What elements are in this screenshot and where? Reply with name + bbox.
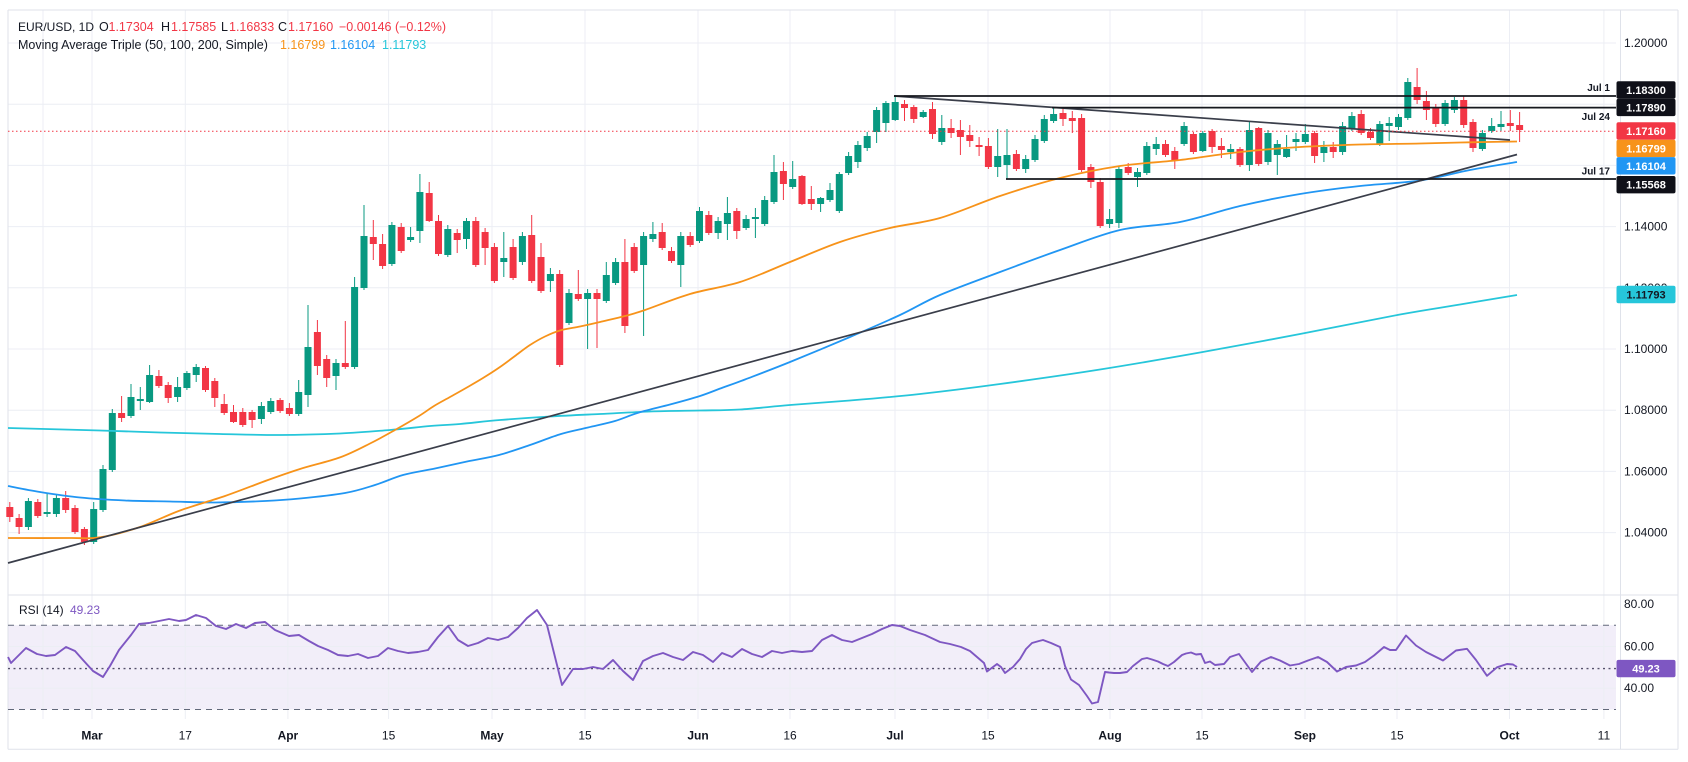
svg-text:1.16799: 1.16799 bbox=[1626, 143, 1666, 155]
svg-text:−0.00146 (−0.12%): −0.00146 (−0.12%) bbox=[339, 20, 446, 34]
svg-text:1.16104: 1.16104 bbox=[1626, 161, 1667, 173]
svg-text:Jun: Jun bbox=[687, 729, 708, 743]
svg-text:Oct: Oct bbox=[1499, 729, 1519, 743]
svg-text:1.10000: 1.10000 bbox=[1624, 342, 1668, 356]
svg-text:49.23: 49.23 bbox=[1632, 664, 1660, 676]
svg-text:Jul: Jul bbox=[886, 729, 903, 743]
svg-text:Moving Average Triple (50, 100: Moving Average Triple (50, 100, 200, Sim… bbox=[18, 38, 268, 52]
svg-text:1.17160: 1.17160 bbox=[288, 20, 333, 34]
svg-text:60.00: 60.00 bbox=[1624, 640, 1654, 654]
svg-text:15: 15 bbox=[382, 729, 396, 743]
svg-text:Jul 24: Jul 24 bbox=[1582, 112, 1611, 123]
svg-text:H: H bbox=[161, 20, 170, 34]
svg-text:15: 15 bbox=[981, 729, 995, 743]
svg-text:80.00: 80.00 bbox=[1624, 597, 1654, 611]
svg-text:1.15568: 1.15568 bbox=[1626, 180, 1666, 192]
svg-text:49.23: 49.23 bbox=[70, 603, 100, 617]
svg-text:C: C bbox=[278, 20, 287, 34]
svg-text:1.18300: 1.18300 bbox=[1626, 85, 1666, 97]
svg-text:15: 15 bbox=[578, 729, 592, 743]
svg-text:1.16833: 1.16833 bbox=[229, 20, 274, 34]
svg-text:1.08000: 1.08000 bbox=[1624, 403, 1668, 417]
svg-text:1.14000: 1.14000 bbox=[1624, 220, 1668, 234]
svg-text:1.17304: 1.17304 bbox=[109, 20, 154, 34]
svg-text:1.16799: 1.16799 bbox=[280, 38, 325, 52]
svg-text:Mar: Mar bbox=[81, 729, 103, 743]
svg-text:Jul 17: Jul 17 bbox=[1582, 167, 1611, 178]
svg-text:EUR/USD, 1D: EUR/USD, 1D bbox=[18, 20, 94, 34]
svg-text:40.00: 40.00 bbox=[1624, 681, 1654, 695]
svg-text:May: May bbox=[480, 729, 504, 743]
svg-text:Jul 1: Jul 1 bbox=[1587, 83, 1610, 94]
svg-text:O: O bbox=[99, 20, 109, 34]
svg-text:1.17160: 1.17160 bbox=[1626, 126, 1666, 138]
svg-text:Apr: Apr bbox=[278, 729, 299, 743]
svg-text:RSI (14): RSI (14) bbox=[19, 603, 64, 617]
svg-text:1.20000: 1.20000 bbox=[1624, 36, 1668, 50]
svg-text:1.11793: 1.11793 bbox=[382, 38, 426, 52]
svg-text:1.04000: 1.04000 bbox=[1624, 526, 1668, 540]
svg-text:15: 15 bbox=[1390, 729, 1404, 743]
svg-text:16: 16 bbox=[783, 729, 797, 743]
svg-text:15: 15 bbox=[1195, 729, 1209, 743]
svg-text:1.06000: 1.06000 bbox=[1624, 464, 1668, 478]
svg-text:1.16104: 1.16104 bbox=[330, 38, 375, 52]
svg-text:Sep: Sep bbox=[1294, 729, 1316, 743]
svg-text:1.17585: 1.17585 bbox=[171, 20, 216, 34]
svg-text:11: 11 bbox=[1598, 729, 1611, 743]
svg-text:Aug: Aug bbox=[1098, 729, 1121, 743]
svg-text:17: 17 bbox=[179, 729, 193, 743]
svg-text:1.17890: 1.17890 bbox=[1626, 102, 1666, 114]
svg-text:1.11793: 1.11793 bbox=[1626, 290, 1665, 302]
svg-text:L: L bbox=[221, 20, 228, 34]
